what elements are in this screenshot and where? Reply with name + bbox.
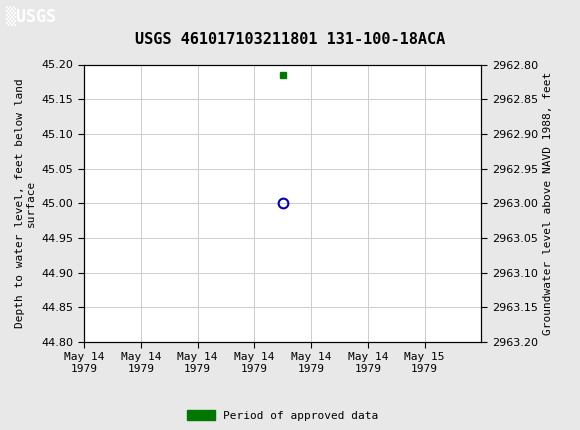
Text: ▒USGS: ▒USGS bbox=[6, 6, 56, 26]
Text: USGS 461017103211801 131-100-18ACA: USGS 461017103211801 131-100-18ACA bbox=[135, 32, 445, 47]
Legend: Period of approved data: Period of approved data bbox=[182, 405, 383, 425]
Y-axis label: Depth to water level, feet below land
surface: Depth to water level, feet below land su… bbox=[14, 78, 36, 328]
Y-axis label: Groundwater level above NAVD 1988, feet: Groundwater level above NAVD 1988, feet bbox=[543, 71, 553, 335]
